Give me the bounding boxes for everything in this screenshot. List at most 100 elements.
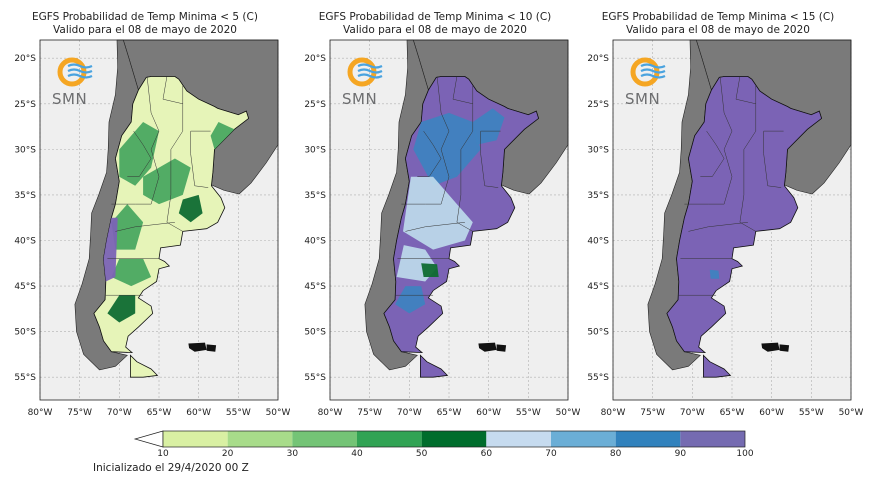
colorbar-segment [615,431,681,447]
lon-tick-label: 60°W [186,408,211,418]
smn-logo: SMN [342,57,383,108]
colorbar-segment [227,431,293,447]
province-border [700,130,725,177]
colorbar-segment [551,431,616,447]
tierra-del-fuego-fill [129,354,159,378]
lon-tick-label: 80°W [318,408,343,418]
probability-region [119,122,159,186]
colorbar-tick-label: 70 [545,449,557,459]
lon-tick-label: 65°W [147,408,172,418]
panel-subtitle: Valido para el 08 de mayo de 2020 [343,24,527,36]
lon-tick-label: 75°W [67,408,92,418]
lon-tick-label: 80°W [601,408,626,418]
smn-logo: SMN [625,57,666,108]
lon-tick-label: 55°W [799,408,824,418]
probability-region [210,122,235,150]
tierra-del-fuego-fill [702,354,732,378]
lat-tick-label: 35°S [14,191,36,201]
probability-region [395,286,426,314]
map-canvas: 20°S 25°S 30°S 35°S 40°S 45°S 50°S 55°S 80°W 75°W… [304,39,580,418]
probability-region [709,269,720,279]
colorbar-tick-label: 60 [480,449,493,459]
panel-subtitle: Valido para el 08 de mayo de 2020 [53,24,237,36]
probability-region [103,217,118,282]
colorbar-segment [421,431,487,447]
panel-subtitle: Valido para el 08 de mayo de 2020 [626,24,810,36]
colorbar-segment [292,431,357,447]
probability-region [178,194,203,223]
lon-tick-label: 55°W [516,408,541,418]
map-canvas: 20°S 25°S 30°S 35°S 40°S 45°S 50°S 55°S 80°W 75°W… [14,39,290,418]
lon-tick-label: 75°W [640,408,665,418]
probability-region [143,158,191,205]
argentina-probability-fill [666,76,823,354]
lon-tick-label: 60°W [759,408,784,418]
province-border [735,76,756,105]
lat-tick-label: 50°S [587,328,609,338]
lon-tick-label: 50°W [839,408,863,418]
lat-tick-label: 25°S [587,100,609,110]
falklands-island [496,344,507,352]
colorbar-under-arrow [133,430,164,448]
province-border [190,130,211,188]
smn-logo-text: SMN [342,90,377,108]
colorbar-tick-label: 10 [157,449,169,459]
lon-tick-label: 55°W [226,408,251,418]
province-border [456,85,474,232]
falklands-island [478,342,497,352]
lat-tick-label: 40°S [304,237,326,247]
colorbar-tick-label: 100 [736,449,754,459]
lat-tick-label: 45°S [587,282,609,292]
colorbar-tick-label: 80 [609,449,622,459]
smn-logo-text: SMN [625,90,660,108]
colorbar-tick-label: 40 [351,449,363,459]
lon-tick-label: 75°W [357,408,382,418]
province-border [127,130,152,177]
lat-tick-label: 30°S [14,145,36,155]
smn-logo: SMN [52,57,93,108]
province-border [162,76,183,105]
province-border [115,222,175,232]
province-border [166,85,184,232]
panel-title: EGFS Probabilidad de Temp Minima < 10 (C… [318,11,552,23]
lat-tick-label: 50°S [14,328,36,338]
map-frame [612,39,852,401]
lat-tick-label: 25°S [14,100,36,110]
lat-tick-label: 25°S [304,100,326,110]
province-border [688,222,748,232]
tierra-del-fuego-fill [419,354,449,378]
map-frame [329,39,569,401]
colorbar-tick-label: 20 [221,449,234,459]
falklands-island [206,344,217,352]
lat-tick-label: 30°S [587,145,609,155]
falklands-island [188,342,207,352]
map-panel-temp-below-5: EGFS Probabilidad de Temp Minima < 5 (C)… [0,0,290,420]
province-border [417,130,442,177]
lat-tick-label: 20°S [14,54,36,64]
falklands-island [779,344,790,352]
panel-title: EGFS Probabilidad de Temp Minima < 5 (C) [32,11,258,23]
probability-region [107,295,136,323]
map-panel-temp-below-10: EGFS Probabilidad de Temp Minima < 10 (C… [290,0,580,420]
lon-tick-label: 60°W [476,408,501,418]
colorbar-frame [162,430,746,448]
map-canvas: 20°S 25°S 30°S 35°S 40°S 45°S 50°S 55°S 80°W 75°W… [587,39,863,418]
probability-region [111,204,144,250]
lat-tick-label: 45°S [304,282,326,292]
probability-region [413,112,481,186]
lat-tick-label: 35°S [587,191,609,201]
province-border [480,130,501,188]
lon-tick-label: 65°W [437,408,462,418]
province-border [401,76,450,205]
map-frame [39,39,279,401]
lat-tick-label: 40°S [587,237,609,247]
initialized-label: Inicializado el 29/4/2020 00 Z [93,462,249,474]
probability-region [403,176,473,250]
lat-tick-label: 20°S [587,54,609,64]
lon-tick-label: 70°W [397,408,422,418]
lat-tick-label: 30°S [304,145,326,155]
colorbar-segment [486,431,551,447]
lat-tick-label: 40°S [14,237,36,247]
lat-tick-label: 55°S [14,373,36,383]
province-border [684,76,733,205]
